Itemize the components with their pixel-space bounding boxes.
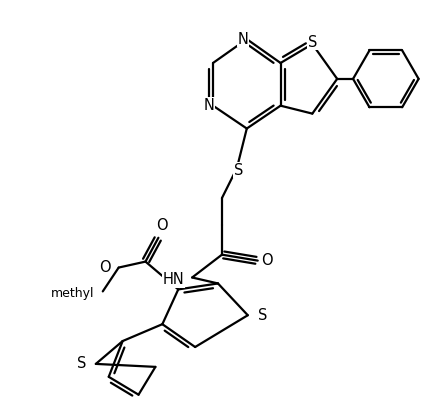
Text: HN: HN bbox=[162, 272, 184, 287]
Text: O: O bbox=[261, 253, 273, 268]
Text: methyl: methyl bbox=[51, 287, 95, 300]
Text: S: S bbox=[258, 308, 267, 323]
Text: O: O bbox=[99, 260, 111, 275]
Text: O: O bbox=[156, 218, 168, 233]
Text: S: S bbox=[308, 35, 317, 50]
Text: S: S bbox=[234, 163, 244, 178]
Text: N: N bbox=[203, 98, 214, 113]
Text: N: N bbox=[237, 32, 248, 47]
Text: S: S bbox=[76, 357, 86, 371]
